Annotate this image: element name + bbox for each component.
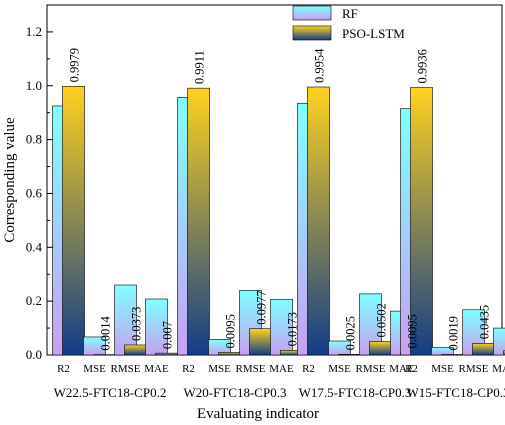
x-tick-label: MSE (208, 363, 231, 375)
x-tick-label: RMSE (236, 363, 266, 375)
x-tick-label: RMSE (356, 363, 386, 375)
bar-pso-lstm (307, 86, 330, 356)
bar-pso-lstm (155, 352, 178, 356)
bar-pso-lstm (218, 352, 241, 356)
y-axis: 0.0 0.2 0.4 0.6 0.8 1.0 1.2 (26, 4, 53, 362)
bars-layer (52, 86, 505, 356)
legend-label-pso: PSO-LSTM (342, 26, 405, 41)
bar-pso-lstm (249, 328, 272, 356)
bar-value-label: 0.0435 (478, 305, 492, 339)
x-tick-label: MSE (328, 363, 351, 375)
legend-swatch-rf (292, 5, 332, 21)
x-axis-title: Evaluating indicator (197, 406, 319, 422)
x-tick-label: MAE (144, 363, 169, 375)
x-tick-label: MAE (269, 363, 294, 375)
bar-pso-lstm (472, 342, 495, 356)
y-tick-label: 1.2 (26, 24, 42, 39)
bar-value-label: 0.0373 (130, 307, 144, 341)
bar-value-label: 0.0025 (344, 316, 358, 350)
bar-pso-lstm (369, 341, 392, 356)
group-labels: W22.5-FTC18-CP0.2 W20-FTC18-CP0.3 W17.5-FT… (54, 385, 505, 400)
bar-value-label: 0.9979 (68, 48, 82, 82)
x-tick-label: RMSE (111, 363, 141, 375)
y-tick-label: 0.2 (26, 293, 42, 308)
group-label: W15-FTC18-CP0.3 (407, 385, 505, 400)
bar-value-label: 0.9911 (193, 50, 207, 84)
group-label: W17.5-FTC18-CP0.3 (299, 385, 412, 400)
x-tick-label: R2 (302, 363, 315, 375)
y-tick-label: 0.4 (26, 239, 43, 254)
bar-value-label: 0.0095 (406, 314, 420, 348)
y-tick-label: 0.8 (26, 132, 42, 147)
bar-pso-lstm (410, 87, 433, 356)
legend-label-rf: RF (342, 6, 358, 21)
bar-value-label: 0.0014 (99, 315, 113, 350)
legend: RF PSO-LSTM (292, 5, 405, 41)
bar-value-label: 0.0095 (224, 314, 238, 348)
group-label: W20-FTC18-CP0.3 (184, 385, 287, 400)
bar-value-label: 0.007 (161, 321, 175, 349)
bar-value-label: 0.0502 (375, 303, 389, 337)
legend-swatch-pso (292, 25, 332, 41)
x-tick-label: RMSE (459, 363, 489, 375)
x-tick-label: MSE (431, 363, 454, 375)
x-tick-label: R2 (182, 363, 195, 375)
bar-value-label: 0.9936 (416, 49, 430, 83)
bar-pso-lstm (441, 354, 464, 356)
y-tick-label: 0.6 (26, 185, 43, 200)
bar-pso-lstm (338, 354, 361, 356)
bar-value-label: 0.0019 (447, 316, 461, 350)
bar-value-label: 0.0173 (286, 312, 300, 346)
x-tick-label: MSE (83, 363, 106, 375)
y-tick-label: 0.0 (26, 347, 42, 362)
group-label: W22.5-FTC18-CP0.2 (54, 385, 167, 400)
bar-value-label: 0.9954 (313, 48, 327, 83)
x-tick-label: R2 (57, 363, 70, 375)
bar-value-label: 0.0977 (255, 290, 269, 324)
y-tick-label: 1.0 (26, 78, 42, 93)
x-tick-label: MAE (389, 363, 414, 375)
bar-pso-lstm (62, 86, 85, 356)
bar-pso-lstm (124, 344, 147, 356)
x-tick-label: R2 (405, 363, 418, 375)
y-axis-title: Corresponding value (2, 117, 18, 243)
x-tick-label: MAE (492, 363, 505, 375)
bar-labels-layer: 0.9979 0.0014 0.0373 0.007 0.9911 0.0095 0.097… (68, 48, 492, 351)
bar-pso-lstm (503, 350, 505, 356)
bar-pso-lstm (187, 87, 210, 356)
